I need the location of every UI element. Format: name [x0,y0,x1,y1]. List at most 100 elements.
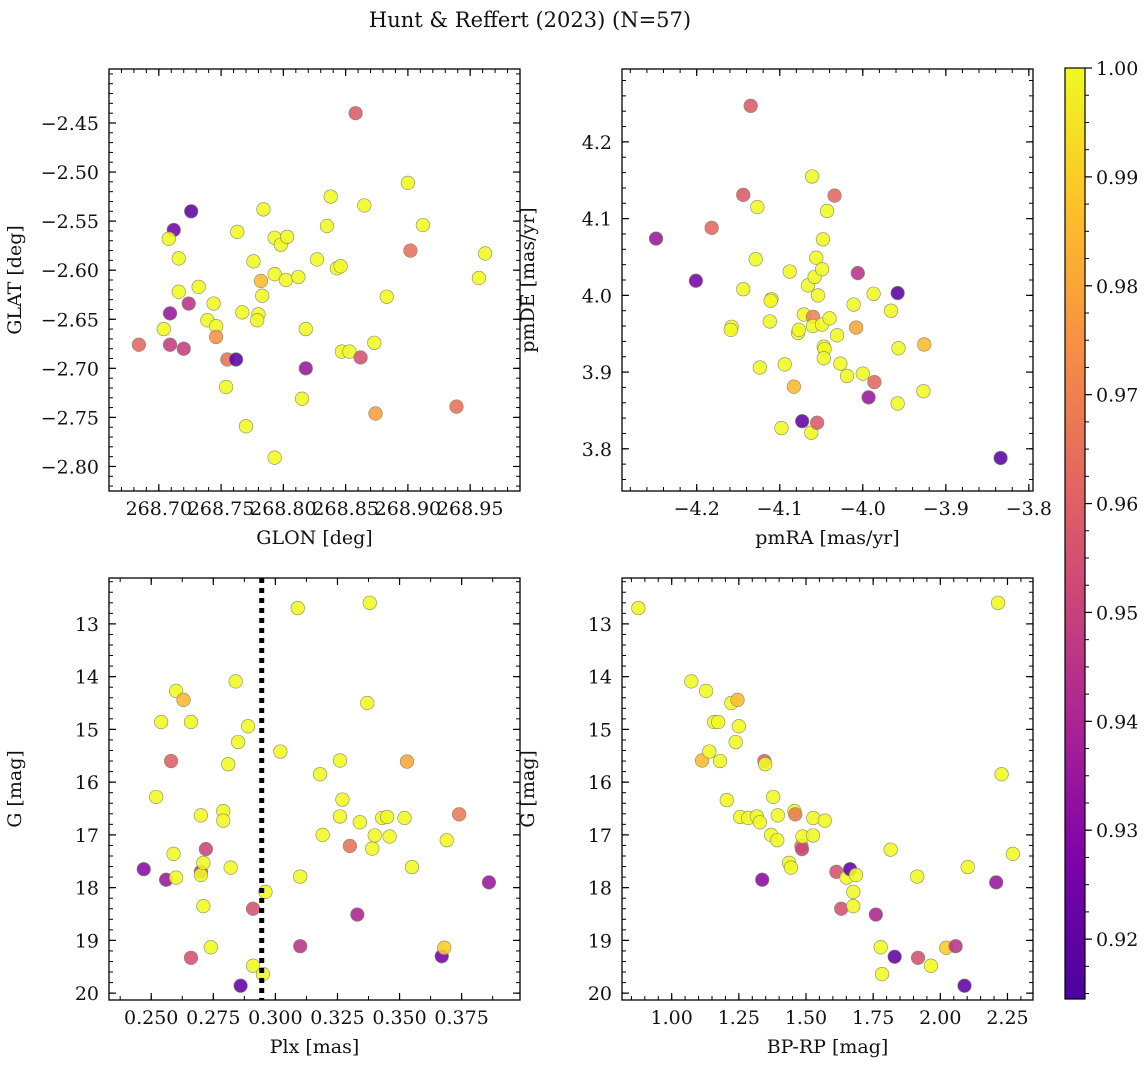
scatter-point [723,322,738,337]
scatter-point [193,808,208,823]
colorbar-tick-label: 0.96 [1096,494,1138,516]
scatter-point [688,273,703,288]
scatter-point [342,344,357,359]
scatter-point [400,175,416,190]
y-tick-label: 17 [75,825,99,847]
scatter-point [994,767,1009,782]
scatter-point [368,406,383,421]
scatter-point [350,907,365,922]
scatter-point [209,329,224,345]
scatter-point [176,341,191,356]
x-tick-label: 0.325 [310,1007,364,1029]
scatter-point [855,366,870,381]
colorbar-tick-label: 1.00 [1096,58,1138,80]
x-tick-label: 268.80 [250,498,316,520]
scatter-point [163,753,179,769]
scatter-point [168,870,184,885]
scatter-point [817,813,832,828]
scatter-point [379,289,394,304]
scatter-point [181,296,196,311]
scatter-point [752,815,767,830]
colorbar-tick-label: 0.95 [1096,602,1138,624]
scatter-point [198,842,213,857]
scatter-point [309,252,325,267]
scatter-point [352,815,367,830]
scatter-point [815,232,831,247]
y-tick-label: 18 [588,878,612,900]
scatter-point [171,284,186,299]
x-axis-label: Plx [mas] [270,1036,360,1058]
scatter-point [833,356,848,371]
y-tick-label: 3.8 [582,439,612,461]
scatter-point [348,106,363,121]
y-tick-label: 15 [588,719,612,741]
scatter-point [245,958,261,973]
y-tick-label: 4.2 [582,132,612,154]
y-tick-label: −2.55 [41,211,99,233]
scatter-point [763,293,778,308]
scatter-point [357,198,372,213]
scatter-point [834,901,849,916]
axes-frame [621,68,1034,492]
scatter-point [815,262,830,277]
x-tick-label: 0.250 [124,1007,178,1029]
x-tick-label: 268.75 [188,498,254,520]
scatter-point [758,757,773,772]
scatter-point [839,368,855,384]
scatter-point [631,600,646,616]
scatter-point [788,807,803,822]
y-tick-label: 14 [75,667,99,689]
y-tick-label: 17 [588,825,612,847]
scatter-point [795,414,810,429]
scatter-point [948,939,963,954]
scatter-point [365,841,380,856]
x-tick-label: −3.8 [1006,498,1052,520]
scatter-point [166,846,181,861]
scatter-point [437,940,452,955]
scatter-point [478,246,493,261]
axes-frame [108,68,521,492]
scatter-point [861,390,876,405]
panel-plx-g: 0.250 0.275 0.300 0.325 0.350 0.375 13 14 15 16 17… [4,577,521,1058]
y-tick-label: 19 [588,930,612,952]
scatter-point [162,306,178,321]
scatter-point [203,940,218,955]
scatter-point [216,813,231,828]
scatter-point [278,272,293,288]
y-tick-label: 13 [588,614,612,636]
colorbar-tick-label: 0.98 [1096,276,1138,298]
x-axis-label: GLON [deg] [256,527,372,549]
y-tick-label: −2.70 [41,358,99,380]
scatter-point [730,692,745,707]
scatter-point [206,296,221,311]
scatter-point [353,350,368,365]
x-tick-label: 268.85 [312,498,378,520]
scatter-point [829,328,845,343]
scatter-point [196,899,211,914]
scatter-point [218,379,234,395]
scatter-point [736,187,751,202]
scatter-point [183,950,199,965]
scatter-points [136,595,497,993]
scatter-point [294,391,310,406]
y-tick-label: 4.0 [582,285,612,307]
x-tick-label: −3.9 [923,498,969,520]
scatter-point [786,379,801,394]
scatter-point [223,860,238,875]
scatter-point [993,450,1008,466]
scatter-point [245,901,261,916]
y-tick-label: −2.45 [41,113,99,135]
y-tick-label: 15 [75,719,99,741]
x-tick-label: −4.0 [840,498,886,520]
scatter-points [631,595,1020,993]
scatter-point [481,875,497,890]
y-axis-label: G [mag] [517,750,539,828]
y-tick-label: 18 [75,878,99,900]
x-tick-label: 1.50 [785,1007,827,1029]
scatter-point [777,357,792,372]
x-tick-label: 0.275 [186,1007,240,1029]
colorbar-ticks: 0.92 0.93 0.94 0.95 0.96 0.97 0.98 0.99 1.00 [1085,58,1138,995]
scatter-point [822,311,837,326]
panel-pmra-pmde: −4.2 −4.1 −4.0 −3.9 −3.8 4.2 4.1 4.0 3.9 3.8 pmRA … [517,68,1052,549]
